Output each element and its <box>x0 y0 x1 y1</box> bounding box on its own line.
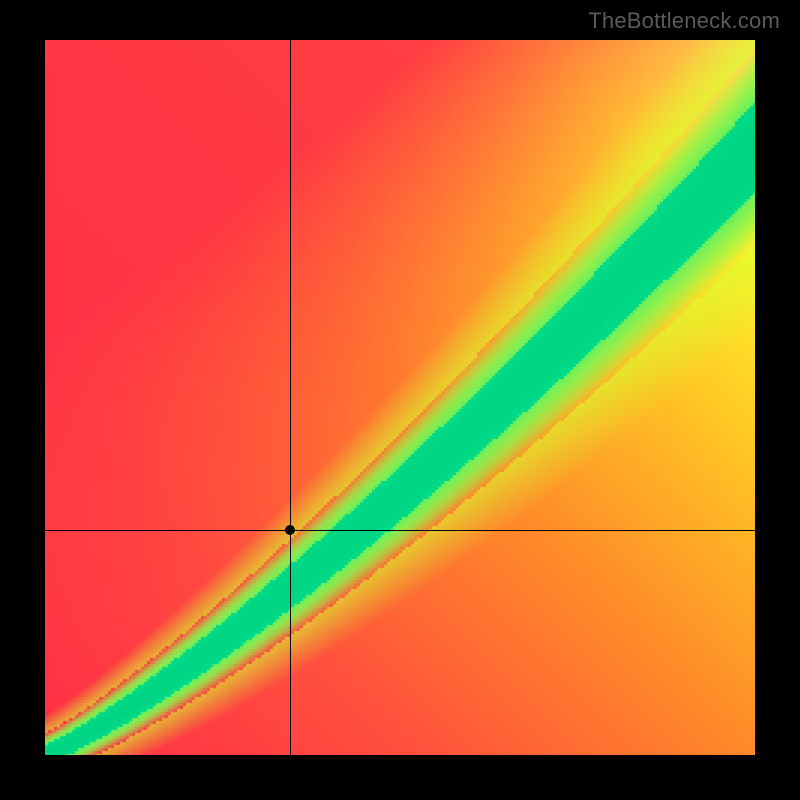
watermark-text: TheBottleneck.com <box>588 8 780 34</box>
crosshair-marker-dot <box>285 525 295 535</box>
crosshair-horizontal <box>45 530 755 531</box>
chart-stage: TheBottleneck.com <box>0 0 800 800</box>
heatmap-canvas <box>45 40 755 755</box>
plot-area <box>45 40 755 755</box>
crosshair-vertical <box>290 40 291 755</box>
